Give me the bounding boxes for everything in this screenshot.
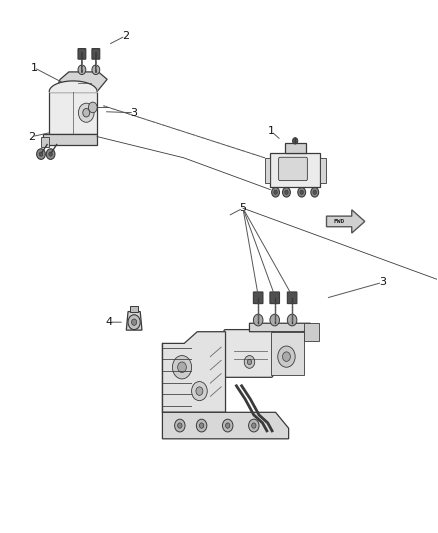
Text: 2: 2 (122, 31, 129, 41)
Circle shape (270, 314, 279, 326)
Circle shape (244, 356, 254, 368)
Circle shape (37, 149, 46, 159)
Polygon shape (304, 323, 319, 341)
Circle shape (285, 190, 288, 195)
Circle shape (196, 387, 203, 395)
Circle shape (311, 188, 319, 197)
FancyBboxPatch shape (287, 292, 297, 304)
Circle shape (313, 190, 317, 195)
Circle shape (300, 190, 304, 195)
Circle shape (83, 109, 90, 117)
Polygon shape (126, 312, 142, 330)
Circle shape (173, 356, 191, 379)
Circle shape (88, 102, 97, 113)
Circle shape (199, 423, 204, 428)
Circle shape (274, 190, 277, 195)
Text: 1: 1 (31, 63, 38, 72)
Text: 5: 5 (240, 203, 247, 213)
Polygon shape (162, 413, 289, 439)
Text: 1: 1 (268, 126, 275, 136)
Circle shape (278, 346, 295, 367)
Polygon shape (130, 306, 138, 312)
FancyBboxPatch shape (279, 157, 307, 181)
Circle shape (226, 423, 230, 428)
Circle shape (223, 419, 233, 432)
Polygon shape (285, 143, 306, 152)
Polygon shape (320, 158, 325, 183)
Circle shape (247, 359, 252, 365)
Circle shape (283, 188, 290, 197)
Polygon shape (43, 134, 97, 144)
FancyBboxPatch shape (253, 292, 263, 304)
Circle shape (39, 152, 43, 156)
Text: 3: 3 (379, 277, 386, 287)
Circle shape (78, 65, 86, 75)
Polygon shape (271, 332, 304, 375)
FancyBboxPatch shape (78, 49, 86, 59)
Text: 2: 2 (28, 132, 35, 142)
Circle shape (178, 362, 186, 373)
Polygon shape (162, 332, 226, 413)
Circle shape (298, 188, 306, 197)
Circle shape (128, 315, 140, 329)
Circle shape (178, 423, 182, 428)
Polygon shape (265, 158, 270, 183)
Circle shape (131, 319, 137, 325)
Circle shape (175, 419, 185, 432)
Circle shape (287, 314, 297, 326)
Circle shape (272, 188, 279, 197)
Circle shape (252, 423, 256, 428)
Polygon shape (41, 136, 49, 147)
Circle shape (293, 138, 298, 144)
Circle shape (46, 149, 55, 159)
Circle shape (196, 419, 207, 432)
Polygon shape (326, 210, 365, 233)
Circle shape (92, 65, 100, 75)
FancyBboxPatch shape (92, 49, 100, 59)
Polygon shape (49, 92, 97, 134)
Circle shape (249, 419, 259, 432)
Polygon shape (55, 72, 107, 92)
Text: 4: 4 (106, 317, 113, 327)
Circle shape (253, 314, 263, 326)
FancyBboxPatch shape (224, 329, 273, 377)
Circle shape (191, 382, 207, 401)
Circle shape (283, 352, 290, 361)
Text: 3: 3 (131, 108, 138, 118)
Circle shape (78, 103, 94, 122)
Polygon shape (270, 152, 320, 187)
Polygon shape (250, 323, 311, 332)
Text: FWD: FWD (334, 219, 345, 224)
Circle shape (49, 152, 52, 156)
FancyBboxPatch shape (270, 292, 279, 304)
